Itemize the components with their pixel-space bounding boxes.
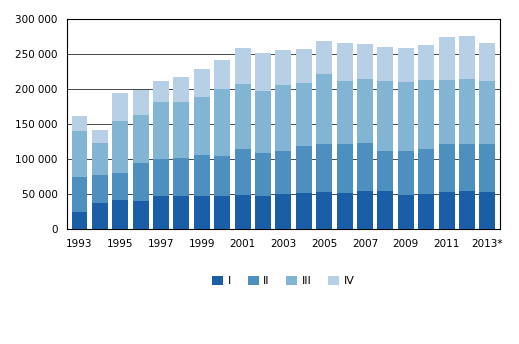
Bar — [480, 192, 495, 229]
Bar — [194, 69, 210, 97]
Bar — [418, 194, 434, 229]
Bar — [459, 144, 475, 191]
Bar — [72, 176, 87, 212]
Bar — [439, 80, 455, 144]
Bar — [357, 44, 373, 78]
Bar — [173, 158, 189, 196]
Bar — [377, 80, 393, 151]
Bar — [92, 130, 108, 143]
Bar — [276, 151, 291, 194]
Bar — [398, 151, 414, 195]
Bar — [255, 53, 271, 91]
Bar — [214, 60, 230, 89]
Bar — [92, 143, 108, 174]
Bar — [337, 81, 352, 144]
Bar — [337, 193, 352, 229]
Bar — [194, 155, 210, 195]
Bar — [133, 163, 148, 201]
Bar — [439, 144, 455, 192]
Bar — [459, 191, 475, 229]
Bar — [214, 195, 230, 229]
Bar — [296, 146, 312, 193]
Bar — [377, 151, 393, 191]
Bar — [480, 81, 495, 144]
Bar — [398, 195, 414, 229]
Bar — [276, 50, 291, 85]
Bar — [459, 79, 475, 144]
Bar — [418, 45, 434, 80]
Bar — [418, 149, 434, 194]
Bar — [459, 36, 475, 79]
Bar — [316, 74, 332, 144]
Bar — [276, 194, 291, 229]
Bar — [92, 174, 108, 203]
Bar — [214, 89, 230, 155]
Bar — [255, 153, 271, 196]
Bar — [480, 43, 495, 81]
Bar — [72, 212, 87, 229]
Bar — [194, 195, 210, 229]
Bar — [316, 144, 332, 192]
Bar — [439, 192, 455, 229]
Bar — [173, 77, 189, 102]
Bar — [214, 155, 230, 195]
Bar — [153, 196, 169, 229]
Bar — [235, 149, 251, 195]
Bar — [92, 203, 108, 229]
Bar — [235, 48, 251, 84]
Bar — [439, 36, 455, 80]
Bar — [112, 121, 128, 173]
Bar — [235, 84, 251, 149]
Bar — [153, 159, 169, 196]
Bar — [194, 97, 210, 155]
Bar — [377, 47, 393, 80]
Bar — [357, 143, 373, 191]
Bar — [235, 195, 251, 229]
Bar — [72, 116, 87, 131]
Bar — [316, 192, 332, 229]
Bar — [337, 144, 352, 193]
Bar — [398, 82, 414, 151]
Bar — [112, 173, 128, 200]
Bar — [296, 49, 312, 83]
Bar — [480, 144, 495, 192]
Bar — [133, 201, 148, 229]
Bar — [173, 196, 189, 229]
Bar — [133, 90, 148, 115]
Bar — [418, 80, 434, 149]
Bar — [255, 196, 271, 229]
Bar — [296, 83, 312, 146]
Legend: I, II, III, IV: I, II, III, IV — [208, 271, 359, 291]
Bar — [357, 78, 373, 143]
Bar — [357, 191, 373, 229]
Bar — [112, 93, 128, 121]
Bar — [173, 102, 189, 158]
Bar — [153, 80, 169, 102]
Bar — [112, 200, 128, 229]
Bar — [316, 41, 332, 74]
Bar — [133, 115, 148, 163]
Bar — [255, 91, 271, 153]
Bar — [398, 49, 414, 82]
Bar — [153, 102, 169, 159]
Bar — [377, 191, 393, 229]
Bar — [276, 85, 291, 151]
Bar — [72, 131, 87, 176]
Bar — [296, 193, 312, 229]
Bar — [337, 43, 352, 81]
